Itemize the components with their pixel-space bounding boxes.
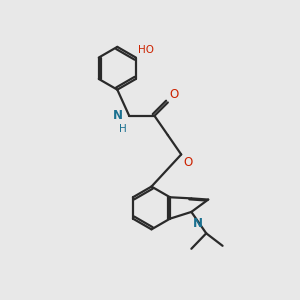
Text: HO: HO bbox=[138, 45, 154, 55]
Text: O: O bbox=[169, 88, 179, 101]
Text: N: N bbox=[193, 217, 203, 230]
Text: N: N bbox=[113, 109, 123, 122]
Text: O: O bbox=[183, 156, 192, 169]
Text: H: H bbox=[119, 124, 127, 134]
